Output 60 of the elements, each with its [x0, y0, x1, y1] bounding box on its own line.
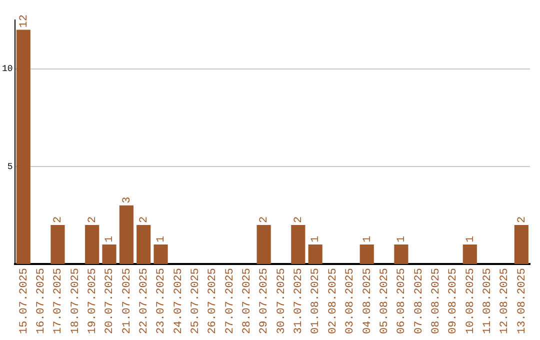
bar: [85, 224, 100, 264]
x-tick-label: 28.07.2025: [242, 268, 254, 334]
x-tick-label: 25.07.2025: [190, 268, 202, 334]
bar: [360, 244, 374, 264]
bar: [514, 224, 528, 264]
data-label: 1: [156, 235, 168, 242]
x-tick-label: 23.07.2025: [156, 268, 168, 334]
data-label: 1: [310, 235, 322, 242]
bar: [462, 244, 477, 264]
y-tick-label: 5: [7, 162, 13, 172]
bar: [136, 224, 151, 264]
bar: [394, 244, 408, 264]
bar: [308, 244, 322, 264]
x-tick-label: 27.07.2025: [224, 268, 236, 334]
bar: [50, 224, 65, 264]
x-tick-label: 01.08.2025: [310, 268, 322, 334]
x-tick-label: 29.07.2025: [258, 268, 271, 334]
data-label: 2: [516, 216, 528, 223]
data-label: 1: [464, 235, 477, 242]
y-tick-label: 10: [2, 64, 13, 74]
data-label: 2: [293, 216, 306, 223]
x-tick-label: 09.08.2025: [448, 268, 460, 334]
x-tick-label: 06.08.2025: [396, 268, 408, 334]
x-tick-label: 24.07.2025: [172, 268, 185, 334]
bar: [256, 224, 271, 264]
x-tick-label: 18.07.2025: [70, 268, 82, 334]
x-tick-label: 31.07.2025: [293, 268, 306, 334]
x-tick-label: 04.08.2025: [362, 268, 374, 334]
x-tick-label: 19.07.2025: [86, 268, 99, 334]
data-label: 2: [138, 216, 151, 223]
x-tick-label: 30.07.2025: [276, 268, 288, 334]
x-tick-label: 11.08.2025: [482, 268, 494, 334]
data-label: 2: [86, 216, 99, 223]
bar: [291, 224, 306, 264]
x-tick-label: 02.08.2025: [327, 268, 340, 334]
bar: [16, 30, 30, 264]
data-label: 2: [52, 216, 65, 223]
bar: [154, 244, 168, 264]
bar: [119, 205, 134, 264]
x-tick-label: 10.08.2025: [464, 268, 477, 334]
bar: [102, 244, 116, 264]
data-label: 1: [104, 235, 116, 242]
data-label: 12: [18, 14, 30, 28]
x-tick-label: 03.08.2025: [344, 268, 357, 334]
data-label: 1: [362, 235, 374, 242]
x-tick-label: 12.08.2025: [499, 268, 512, 334]
x-tick-label: 22.07.2025: [138, 268, 151, 334]
x-tick-label: 15.07.2025: [18, 268, 30, 334]
data-label: 3: [121, 196, 134, 204]
x-tick-label: 26.07.2025: [207, 268, 220, 334]
x-tick-label: 05.08.2025: [378, 268, 391, 334]
x-tick-label: 21.07.2025: [121, 268, 134, 334]
x-tick-label: 20.07.2025: [104, 268, 116, 334]
x-tick-label: 13.08.2025: [516, 268, 528, 334]
x-tick-label: 16.07.2025: [35, 268, 48, 334]
data-label: 1: [396, 235, 408, 242]
x-tick-label: 17.07.2025: [52, 268, 65, 334]
data-label: 2: [258, 216, 271, 223]
x-tick-label: 08.08.2025: [430, 268, 442, 334]
x-tick-label: 07.08.2025: [413, 268, 426, 334]
